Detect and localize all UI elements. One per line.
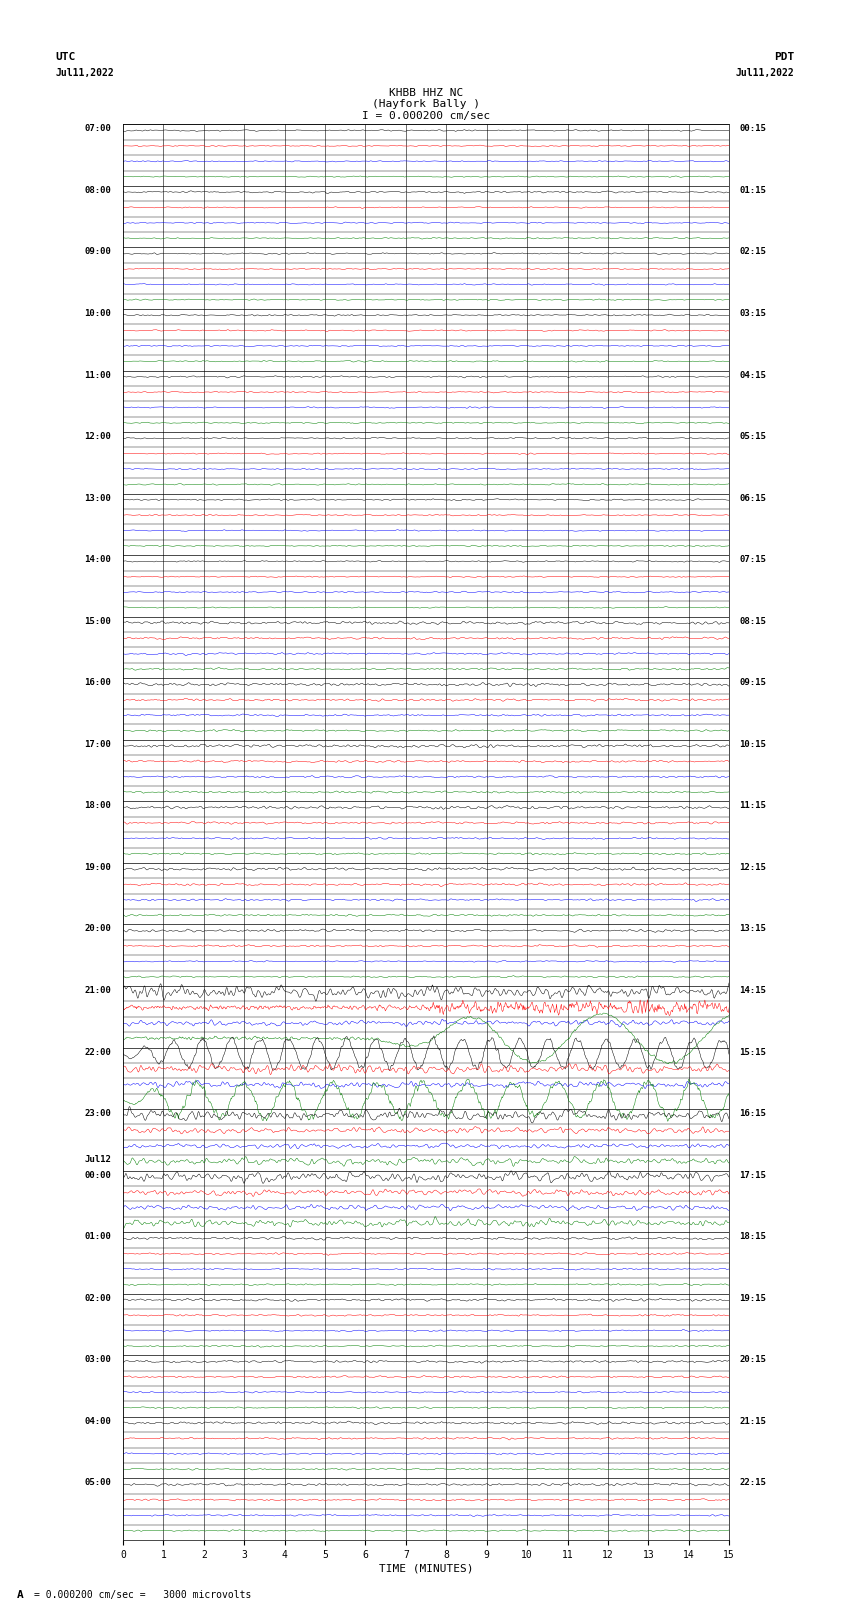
Text: Jul12: Jul12 [84, 1155, 111, 1165]
Text: 15:15: 15:15 [740, 1047, 766, 1057]
Text: 12:15: 12:15 [740, 863, 766, 873]
Text: 08:15: 08:15 [740, 616, 766, 626]
X-axis label: TIME (MINUTES): TIME (MINUTES) [379, 1565, 473, 1574]
Text: Jul11,2022: Jul11,2022 [736, 68, 795, 77]
Text: 15:00: 15:00 [84, 616, 111, 626]
Text: 03:00: 03:00 [84, 1355, 111, 1365]
Text: UTC: UTC [55, 52, 76, 61]
Text: A: A [17, 1590, 24, 1600]
Text: 08:00: 08:00 [84, 185, 111, 195]
Text: 22:00: 22:00 [84, 1047, 111, 1057]
Text: 17:15: 17:15 [740, 1171, 766, 1179]
Text: 01:15: 01:15 [740, 185, 766, 195]
Text: 14:15: 14:15 [740, 986, 766, 995]
Title: KHBB HHZ NC
(Hayfork Bally )
I = 0.000200 cm/sec: KHBB HHZ NC (Hayfork Bally ) I = 0.00020… [362, 87, 490, 121]
Text: 05:15: 05:15 [740, 432, 766, 440]
Text: 06:15: 06:15 [740, 494, 766, 503]
Text: 21:15: 21:15 [740, 1416, 766, 1426]
Text: 10:00: 10:00 [84, 310, 111, 318]
Text: 19:15: 19:15 [740, 1294, 766, 1303]
Text: 12:00: 12:00 [84, 432, 111, 440]
Text: 10:15: 10:15 [740, 740, 766, 748]
Text: 16:15: 16:15 [740, 1110, 766, 1118]
Text: 20:00: 20:00 [84, 924, 111, 934]
Text: 17:00: 17:00 [84, 740, 111, 748]
Text: 07:15: 07:15 [740, 555, 766, 565]
Text: 07:00: 07:00 [84, 124, 111, 134]
Text: 01:00: 01:00 [84, 1232, 111, 1240]
Text: 04:15: 04:15 [740, 371, 766, 379]
Text: 20:15: 20:15 [740, 1355, 766, 1365]
Text: 18:00: 18:00 [84, 802, 111, 810]
Text: 23:00: 23:00 [84, 1110, 111, 1118]
Text: 00:00: 00:00 [84, 1171, 111, 1179]
Text: 03:15: 03:15 [740, 310, 766, 318]
Text: 09:15: 09:15 [740, 677, 766, 687]
Text: PDT: PDT [774, 52, 795, 61]
Text: 11:00: 11:00 [84, 371, 111, 379]
Text: 05:00: 05:00 [84, 1479, 111, 1487]
Text: 09:00: 09:00 [84, 247, 111, 256]
Text: Jul11,2022: Jul11,2022 [55, 68, 114, 77]
Text: 14:00: 14:00 [84, 555, 111, 565]
Text: 11:15: 11:15 [740, 802, 766, 810]
Text: 16:00: 16:00 [84, 677, 111, 687]
Text: 18:15: 18:15 [740, 1232, 766, 1240]
Text: 13:15: 13:15 [740, 924, 766, 934]
Text: 19:00: 19:00 [84, 863, 111, 873]
Text: 02:00: 02:00 [84, 1294, 111, 1303]
Text: 22:15: 22:15 [740, 1479, 766, 1487]
Text: 00:15: 00:15 [740, 124, 766, 134]
Text: 02:15: 02:15 [740, 247, 766, 256]
Text: 21:00: 21:00 [84, 986, 111, 995]
Text: 04:00: 04:00 [84, 1416, 111, 1426]
Text: 13:00: 13:00 [84, 494, 111, 503]
Text: = 0.000200 cm/sec =   3000 microvolts: = 0.000200 cm/sec = 3000 microvolts [34, 1590, 252, 1600]
